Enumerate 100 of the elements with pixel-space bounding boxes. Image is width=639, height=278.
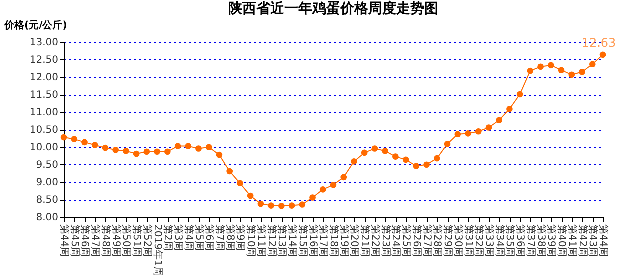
y-tick-label: 12.50 [30, 55, 58, 66]
point [589, 61, 596, 68]
x-tick-label: 第27周 [421, 224, 434, 258]
point [310, 194, 316, 201]
x-tick-label: 第39周 [546, 224, 558, 258]
point [538, 64, 544, 70]
x-tick-label: 第2周 [162, 224, 174, 251]
y-tick-label: 10.50 [30, 125, 58, 136]
x-tick-label: 第51周 [131, 224, 144, 258]
point [164, 148, 171, 156]
point [102, 144, 109, 152]
x-tick-label: 第45周 [68, 224, 81, 258]
point [568, 72, 576, 78]
x-tick-label: 第5周 [193, 224, 206, 251]
x-tick-label: 第13周 [276, 224, 288, 258]
x-tick-label: 第40周 [556, 224, 568, 258]
x-tick-label: 第28周 [432, 224, 444, 258]
x-tick-label: 第17周 [318, 224, 330, 258]
x-tick-label: 第34周 [494, 224, 506, 258]
x-tick-label: 第36周 [514, 224, 527, 258]
x-tick-label: 第24周 [390, 224, 402, 258]
point [486, 124, 492, 131]
point [154, 148, 160, 156]
x-tick-label: 第50周 [120, 224, 133, 258]
point [320, 186, 326, 193]
point [185, 143, 192, 150]
x-tick-label: 第42周 [576, 224, 589, 258]
x-tick-label: 第37周 [524, 224, 537, 258]
point [196, 146, 202, 152]
x-tick-label: 第9周 [234, 224, 247, 251]
x-tick-label: 第7周 [214, 224, 226, 251]
x-tick-label: 第4周 [182, 224, 195, 251]
data-label: 12.63 [582, 36, 616, 50]
point [548, 62, 554, 69]
point [60, 134, 68, 141]
y-tick-label: 10.00 [30, 142, 58, 154]
point [278, 202, 285, 210]
x-tick-label: 第22周 [369, 224, 382, 258]
point [112, 146, 119, 154]
x-tick-label: 第10周 [245, 224, 258, 258]
point [144, 148, 150, 156]
x-tick-label: 第6周 [204, 224, 216, 251]
point [475, 128, 482, 135]
point [506, 106, 513, 112]
point [413, 163, 420, 170]
point [402, 156, 410, 164]
x-tick-label: 第44周 [58, 224, 70, 258]
x-tick-label: 第21周 [359, 224, 372, 258]
x-tick-label: 第43周 [587, 224, 600, 258]
point [82, 139, 88, 146]
x-tick-label: 第46周 [79, 224, 92, 258]
point [434, 155, 440, 162]
y-tick-label: 11.00 [30, 108, 58, 118]
y-tick-label: 8.50 [36, 195, 58, 206]
point [299, 202, 306, 208]
point [372, 146, 378, 152]
y-tick-label: 9.00 [36, 178, 58, 188]
point [133, 150, 140, 158]
point [92, 142, 98, 148]
point [465, 130, 472, 137]
point [579, 68, 586, 76]
point [258, 200, 264, 208]
x-tick-label: 第44周 [598, 224, 610, 258]
point [237, 180, 244, 187]
x-tick-label: 第38周 [535, 224, 548, 258]
x-tick-label: 第15周 [296, 224, 309, 258]
x-tick-label: 第31周 [462, 224, 475, 258]
point [444, 141, 451, 148]
x-tick-label: 第11周 [255, 224, 268, 258]
point [558, 67, 565, 74]
x-tick-label: 第35周 [504, 224, 516, 258]
x-tick-label: 第26周 [410, 224, 423, 258]
point [206, 144, 212, 151]
x-tick-label: 第48周 [100, 224, 112, 258]
x-tick-label: 第41周 [566, 224, 578, 258]
x-tick-label: 第14周 [286, 224, 299, 258]
y-tick-label: 13.00 [30, 38, 58, 48]
point [382, 148, 388, 154]
x-tick-label: 第25周 [400, 224, 413, 258]
point [216, 152, 223, 158]
y-tick-label: 9.50 [36, 160, 58, 171]
x-tick-label: 第33周 [483, 224, 496, 258]
point [123, 148, 130, 154]
x-tick-label: 第16周 [307, 224, 320, 258]
point [527, 68, 534, 74]
point [392, 154, 399, 160]
point [351, 158, 358, 165]
y-axis-title: 价格(元/公斤) [4, 20, 68, 32]
x-tick-label: 第3周 [172, 224, 185, 251]
x-tick-label: 第8周 [224, 224, 236, 251]
point [496, 117, 503, 124]
x-tick-label: 第12周 [266, 224, 278, 258]
x-tick-label: 第47周 [90, 224, 102, 258]
x-tick-label: 第20周 [348, 224, 361, 258]
point [330, 182, 337, 188]
x-tick-label: 第29周 [442, 224, 454, 258]
point [71, 136, 78, 142]
point [424, 162, 430, 168]
point [288, 202, 296, 209]
x-tick-label: 第19周 [338, 224, 350, 258]
